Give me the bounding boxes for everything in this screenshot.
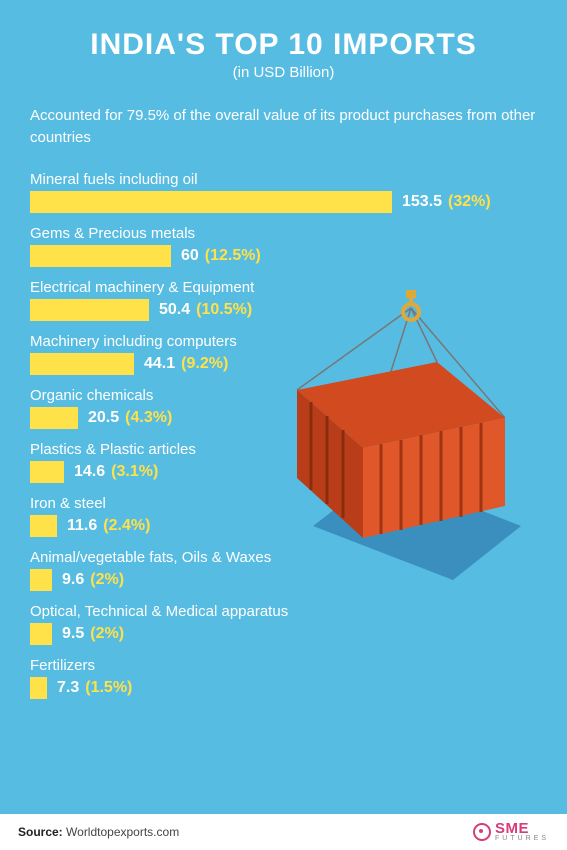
description: Accounted for 79.5% of the overall value… bbox=[30, 105, 537, 149]
bar-label: Optical, Technical & Medical apparatus bbox=[30, 603, 537, 620]
bar-line: 9.5 (2%) bbox=[30, 623, 537, 645]
bar bbox=[30, 515, 57, 537]
bar-line: 14.6 (3.1%) bbox=[30, 461, 537, 483]
bar-value: 7.3 bbox=[57, 679, 79, 697]
subtitle: (in USD Billion) bbox=[30, 64, 537, 81]
logo-text-futures: FUTURES bbox=[495, 836, 549, 842]
bar-value: 60 bbox=[181, 247, 199, 265]
bar-line: 11.6 (2.4%) bbox=[30, 515, 537, 537]
bar-label: Gems & Precious metals bbox=[30, 225, 537, 242]
bar-value: 14.6 bbox=[74, 463, 105, 481]
bar-row: Mineral fuels including oil 153.5 (32%) bbox=[30, 171, 537, 213]
logo-mark-icon bbox=[473, 823, 491, 841]
bar-row: Fertilizers 7.3 (1.5%) bbox=[30, 657, 537, 699]
bar-row: Machinery including computers 44.1 (9.2%) bbox=[30, 333, 537, 375]
bar-row: Optical, Technical & Medical apparatus 9.… bbox=[30, 603, 537, 645]
bar-percent: (3.1%) bbox=[111, 463, 158, 481]
bar-percent: (4.3%) bbox=[125, 409, 172, 427]
bar-chart: Mineral fuels including oil 153.5 (32%) Gem… bbox=[30, 171, 537, 699]
footer: Source: Worldtopexports.com SME FUTURES bbox=[0, 814, 567, 850]
bar-label: Iron & steel bbox=[30, 495, 537, 512]
bar-percent: (10.5%) bbox=[196, 301, 252, 319]
source-value: Worldtopexports.com bbox=[66, 825, 179, 839]
page-title: INDIA'S TOP 10 IMPORTS bbox=[30, 28, 537, 62]
bar-percent: (1.5%) bbox=[85, 679, 132, 697]
sme-futures-logo: SME FUTURES bbox=[473, 822, 549, 842]
bar-percent: (2%) bbox=[90, 625, 124, 643]
bar bbox=[30, 677, 47, 699]
bar-label: Fertilizers bbox=[30, 657, 537, 674]
bar-row: Electrical machinery & Equipment 50.4 (10.… bbox=[30, 279, 537, 321]
bar-line: 60 (12.5%) bbox=[30, 245, 537, 267]
bar-line: 20.5 (4.3%) bbox=[30, 407, 537, 429]
bar-line: 7.3 (1.5%) bbox=[30, 677, 537, 699]
bar-value: 44.1 bbox=[144, 355, 175, 373]
bar bbox=[30, 353, 134, 375]
bar-row: Animal/vegetable fats, Oils & Waxes 9.6 (2… bbox=[30, 549, 537, 591]
bar-row: Plastics & Plastic articles 14.6 (3.1%) bbox=[30, 441, 537, 483]
bar bbox=[30, 299, 149, 321]
bar bbox=[30, 569, 52, 591]
bar bbox=[30, 407, 78, 429]
bar-value: 9.5 bbox=[62, 625, 84, 643]
bar-percent: (12.5%) bbox=[205, 247, 261, 265]
bar-value: 153.5 bbox=[402, 193, 442, 211]
bar-value: 9.6 bbox=[62, 571, 84, 589]
bar-label: Plastics & Plastic articles bbox=[30, 441, 537, 458]
bar bbox=[30, 461, 64, 483]
bar-percent: (2.4%) bbox=[103, 517, 150, 535]
bar-line: 9.6 (2%) bbox=[30, 569, 537, 591]
bar-line: 153.5 (32%) bbox=[30, 191, 537, 213]
bar-label: Mineral fuels including oil bbox=[30, 171, 537, 188]
bar bbox=[30, 191, 392, 213]
bar-percent: (2%) bbox=[90, 571, 124, 589]
bar bbox=[30, 623, 52, 645]
bar-row: Iron & steel 11.6 (2.4%) bbox=[30, 495, 537, 537]
bar-line: 50.4 (10.5%) bbox=[30, 299, 537, 321]
bar-value: 11.6 bbox=[67, 517, 97, 535]
bar-row: Organic chemicals 20.5 (4.3%) bbox=[30, 387, 537, 429]
bar-row: Gems & Precious metals 60 (12.5%) bbox=[30, 225, 537, 267]
bar-label: Electrical machinery & Equipment bbox=[30, 279, 537, 296]
source-text: Source: Worldtopexports.com bbox=[18, 825, 179, 839]
bar-percent: (9.2%) bbox=[181, 355, 228, 373]
bar-label: Machinery including computers bbox=[30, 333, 537, 350]
source-label: Source: bbox=[18, 825, 63, 839]
bar-percent: (32%) bbox=[448, 193, 491, 211]
bar-line: 44.1 (9.2%) bbox=[30, 353, 537, 375]
bar bbox=[30, 245, 171, 267]
bar-value: 50.4 bbox=[159, 301, 190, 319]
bar-label: Organic chemicals bbox=[30, 387, 537, 404]
bar-label: Animal/vegetable fats, Oils & Waxes bbox=[30, 549, 537, 566]
logo-text-sme: SME bbox=[495, 822, 549, 836]
bar-value: 20.5 bbox=[88, 409, 119, 427]
